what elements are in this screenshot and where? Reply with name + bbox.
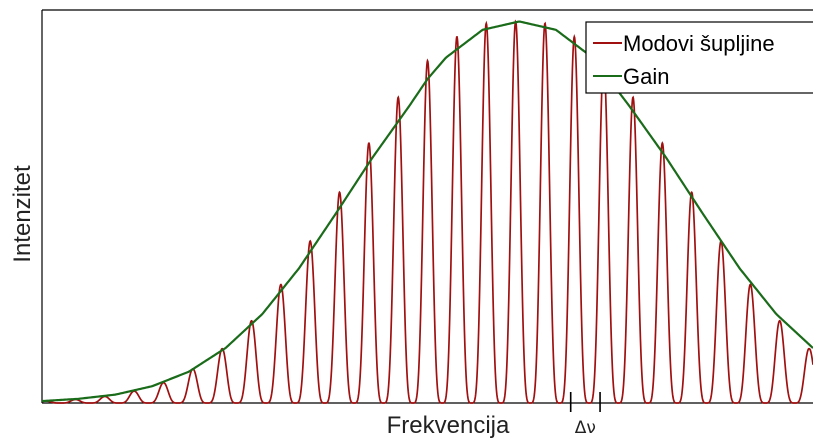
series-line-gain (41, 20, 813, 403)
legend-label-gain: Gain (623, 64, 669, 89)
x-axis-label: Frekvencija (387, 412, 510, 439)
y-axis-label: Intenzitet (9, 165, 36, 263)
legend: Modovi šupljine Gain (585, 21, 813, 94)
series-layer (41, 19, 813, 404)
legend-label-modes: Modovi šupljine (623, 31, 775, 56)
mode-spacing-marker (569, 392, 601, 412)
plot-frame (41, 9, 813, 404)
series-line-cavity-modes (41, 19, 813, 404)
legend-box (585, 21, 813, 94)
mode-spacing-label: Δν (575, 418, 596, 438)
